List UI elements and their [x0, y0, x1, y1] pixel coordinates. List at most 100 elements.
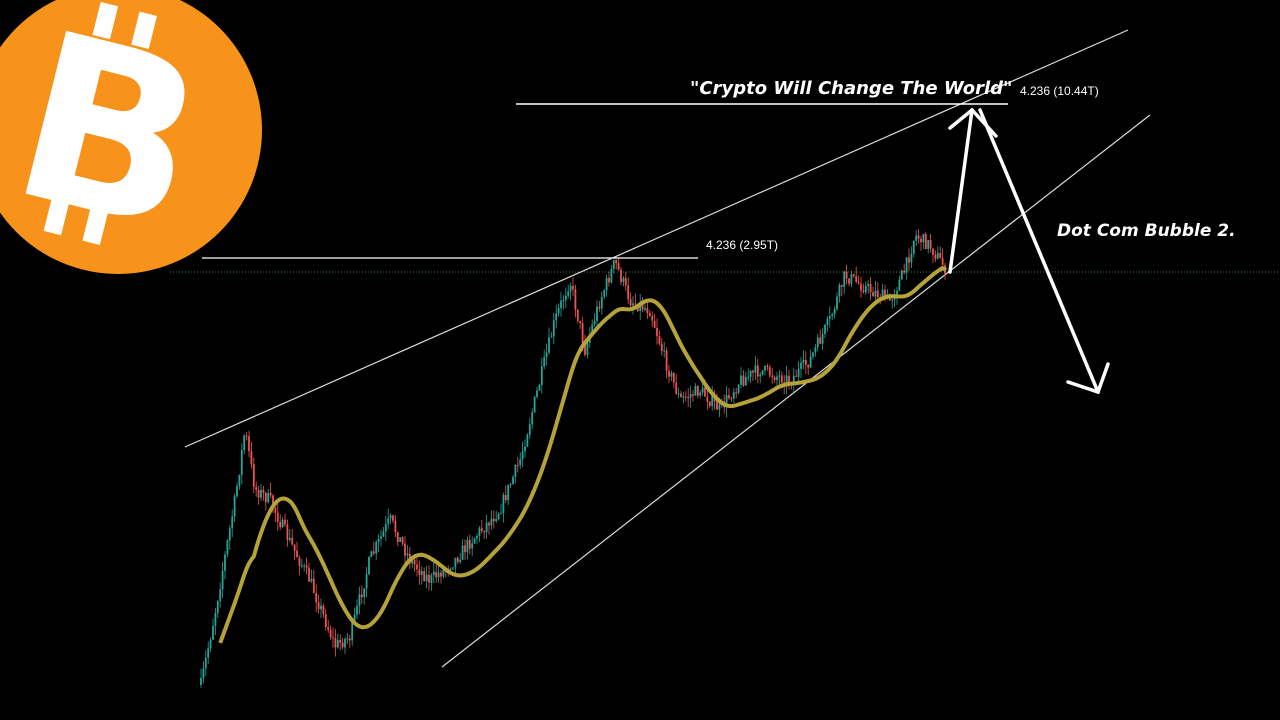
candle — [216, 601, 219, 613]
candle — [430, 575, 433, 583]
candle — [428, 574, 430, 583]
candle — [356, 606, 358, 615]
candle — [881, 289, 884, 299]
candle — [788, 375, 790, 384]
candle — [560, 300, 562, 308]
candle — [668, 370, 670, 377]
candle — [910, 253, 913, 263]
candle — [495, 519, 498, 522]
candle — [545, 352, 548, 358]
candle — [884, 289, 886, 298]
candle — [507, 484, 510, 501]
candle — [771, 375, 774, 378]
candle — [442, 568, 445, 577]
candle — [363, 588, 366, 598]
candle — [514, 465, 517, 478]
candle — [293, 544, 296, 551]
candle — [358, 594, 361, 607]
candle — [274, 508, 277, 513]
candle — [497, 513, 500, 520]
candle — [651, 316, 654, 321]
candle — [905, 257, 908, 273]
candle — [936, 252, 939, 259]
candle — [682, 396, 685, 398]
candle — [711, 395, 714, 406]
candle — [502, 495, 505, 514]
candle — [492, 518, 495, 522]
candle — [579, 320, 582, 324]
candle — [248, 436, 250, 452]
candle — [250, 451, 253, 464]
candle — [279, 521, 282, 528]
candle — [855, 276, 858, 282]
candle — [644, 308, 646, 310]
candle — [286, 524, 289, 540]
candle — [269, 492, 272, 496]
candle — [898, 279, 901, 291]
candle — [728, 395, 730, 399]
candle — [941, 257, 944, 266]
candle — [600, 297, 603, 309]
candle — [802, 359, 805, 363]
candle — [809, 356, 812, 368]
candle — [718, 403, 721, 410]
candle — [876, 290, 879, 298]
candle — [699, 392, 702, 396]
candle — [766, 365, 769, 368]
candle — [336, 639, 339, 648]
candle — [564, 295, 567, 301]
candle — [284, 519, 286, 525]
candle — [754, 365, 757, 373]
candle — [320, 605, 322, 610]
candle — [368, 557, 370, 575]
candle — [399, 537, 402, 542]
candle — [624, 278, 627, 286]
candle — [555, 313, 558, 321]
moving-average-line — [218, 266, 948, 644]
candle — [773, 377, 776, 381]
candle — [900, 270, 903, 280]
candle — [742, 375, 745, 386]
candle — [418, 569, 421, 575]
candle — [634, 303, 637, 305]
candle — [732, 392, 735, 399]
candle — [850, 274, 853, 284]
candle — [831, 314, 834, 317]
candle — [255, 486, 258, 490]
candle — [519, 459, 522, 466]
candle — [377, 538, 380, 543]
candle — [324, 614, 327, 628]
upper-trendline — [184, 29, 1129, 448]
candle — [735, 392, 738, 394]
candle — [665, 350, 668, 371]
arrow-up — [948, 108, 974, 274]
candle — [605, 277, 608, 291]
candle — [512, 477, 514, 485]
candle — [454, 557, 457, 568]
candle — [891, 299, 894, 301]
candle — [221, 570, 224, 590]
candle — [264, 492, 267, 503]
candle — [740, 375, 742, 385]
candle — [562, 300, 565, 302]
candle — [272, 495, 274, 509]
candle — [759, 374, 762, 377]
candle — [252, 463, 255, 487]
candle — [476, 535, 478, 539]
candle — [848, 278, 850, 284]
candle — [819, 337, 822, 344]
candle — [761, 370, 764, 375]
candle — [310, 578, 313, 582]
candle — [557, 307, 560, 314]
candle — [929, 240, 932, 249]
candle — [756, 365, 759, 377]
candle — [471, 543, 474, 549]
candle — [449, 568, 452, 570]
candle — [792, 375, 795, 385]
candle — [413, 559, 416, 565]
candle — [524, 446, 526, 452]
candle — [504, 495, 507, 501]
candle — [569, 285, 572, 292]
candle — [300, 565, 303, 567]
candle — [828, 316, 831, 319]
